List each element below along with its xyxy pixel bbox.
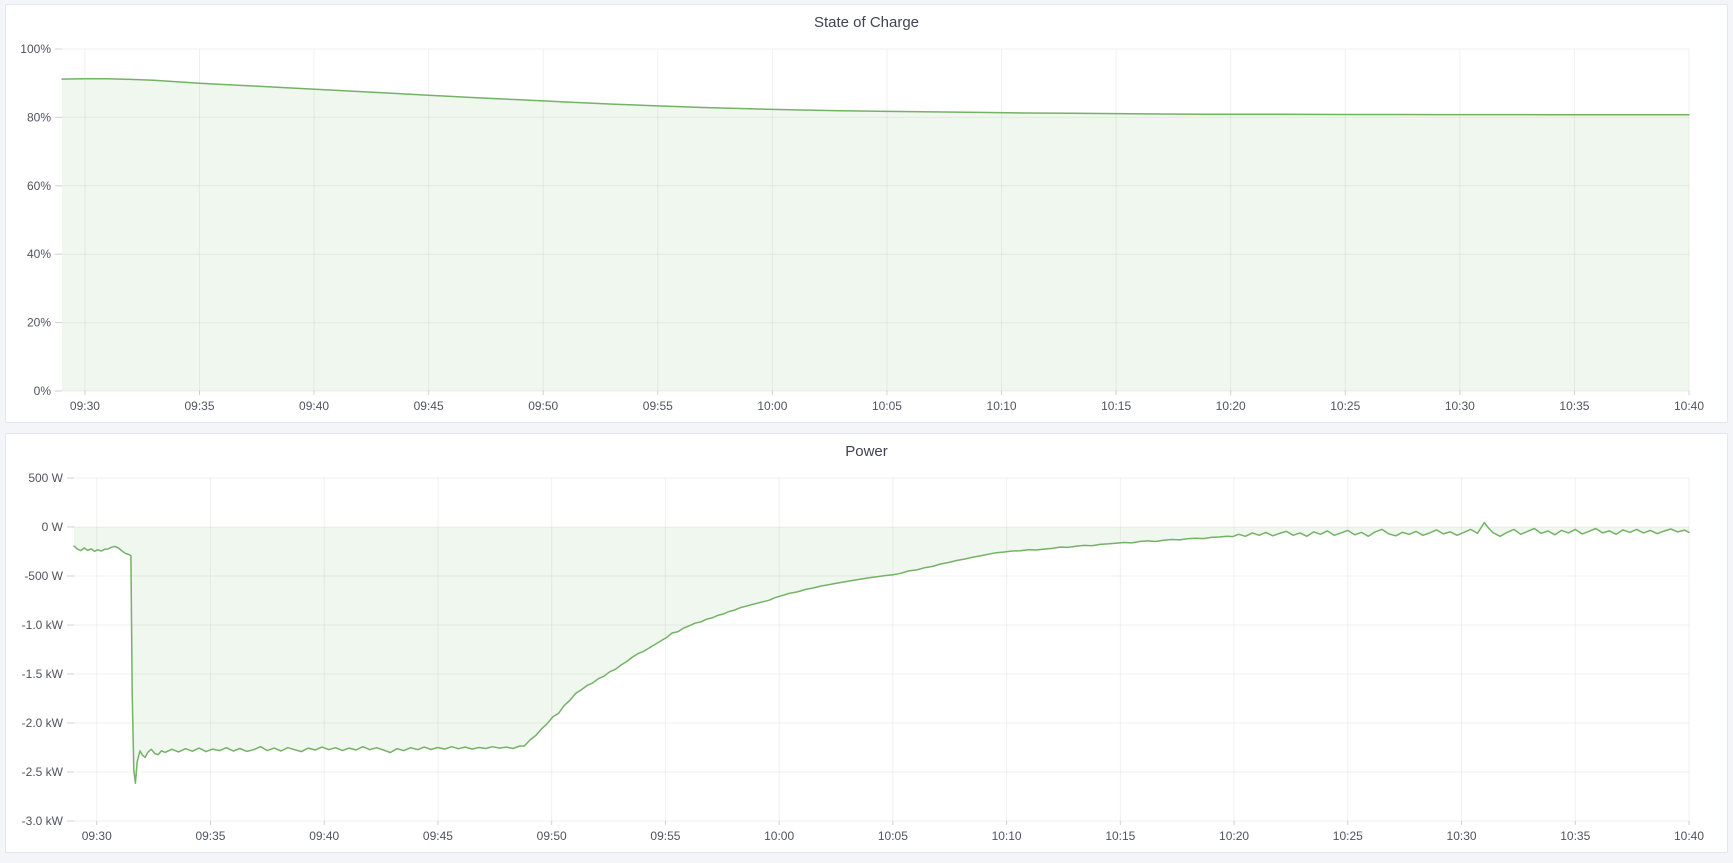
svg-text:-1.5 kW: -1.5 kW	[22, 667, 64, 681]
svg-text:09:40: 09:40	[309, 829, 339, 843]
svg-text:80%: 80%	[27, 110, 51, 124]
panel-header-state-of-charge[interactable]: State of Charge	[6, 5, 1727, 39]
svg-text:0 W: 0 W	[42, 520, 64, 534]
svg-text:10:35: 10:35	[1559, 399, 1589, 413]
svg-text:10:30: 10:30	[1447, 829, 1477, 843]
svg-text:20%: 20%	[27, 316, 51, 330]
svg-text:10:15: 10:15	[1105, 829, 1135, 843]
svg-text:500 W: 500 W	[28, 471, 63, 485]
svg-text:40%: 40%	[27, 247, 51, 261]
svg-text:60%: 60%	[27, 179, 51, 193]
svg-text:10:05: 10:05	[872, 399, 902, 413]
svg-text:09:30: 09:30	[82, 829, 112, 843]
svg-text:09:45: 09:45	[414, 399, 444, 413]
svg-text:10:25: 10:25	[1333, 829, 1363, 843]
svg-text:10:40: 10:40	[1674, 829, 1704, 843]
svg-text:09:40: 09:40	[299, 399, 329, 413]
svg-text:09:55: 09:55	[643, 399, 673, 413]
state-of-charge-plot[interactable]: 0% 20% 40% 60% 80% 100% 09:30 09:35 09:40 09:45 09…	[6, 39, 1727, 422]
svg-text:10:15: 10:15	[1101, 399, 1131, 413]
panel-state-of-charge: State of Charge 0% 20% 40% 60% 80% 100% 09:30 0…	[5, 4, 1728, 423]
power-chart[interactable]: 500 W 0 W -500 W -1.0 kW -1.5 kW -2.0 kW -2.5 …	[6, 468, 1727, 852]
svg-text:09:30: 09:30	[70, 399, 100, 413]
svg-text:0%: 0%	[34, 384, 52, 398]
svg-text:09:35: 09:35	[184, 399, 214, 413]
svg-text:10:30: 10:30	[1445, 399, 1475, 413]
svg-text:10:20: 10:20	[1219, 829, 1249, 843]
svg-text:10:05: 10:05	[878, 829, 908, 843]
svg-text:10:40: 10:40	[1674, 399, 1704, 413]
power-plot[interactable]: 500 W 0 W -500 W -1.0 kW -1.5 kW -2.0 kW -2.5 …	[6, 468, 1727, 852]
svg-text:10:10: 10:10	[992, 829, 1022, 843]
svg-text:09:50: 09:50	[537, 829, 567, 843]
svg-text:09:55: 09:55	[650, 829, 680, 843]
svg-text:-1.0 kW: -1.0 kW	[22, 618, 64, 632]
svg-text:-2.0 kW: -2.0 kW	[22, 716, 64, 730]
svg-text:10:00: 10:00	[764, 829, 794, 843]
svg-text:09:50: 09:50	[528, 399, 558, 413]
panel-header-power[interactable]: Power	[6, 434, 1727, 468]
panel-power: Power 500 W 0 W -500 W -1.0 kW -1.5 kW -2.0 k…	[5, 433, 1728, 853]
svg-text:-2.5 kW: -2.5 kW	[22, 765, 64, 779]
svg-text:-500 W: -500 W	[24, 569, 63, 583]
svg-text:10:25: 10:25	[1330, 399, 1360, 413]
svg-text:09:35: 09:35	[195, 829, 225, 843]
svg-text:10:35: 10:35	[1560, 829, 1590, 843]
svg-text:10:10: 10:10	[987, 399, 1017, 413]
svg-text:10:00: 10:00	[757, 399, 787, 413]
svg-text:-3.0 kW: -3.0 kW	[22, 814, 64, 828]
panel-title-state-of-charge[interactable]: State of Charge	[813, 13, 920, 31]
panel-title-power[interactable]: Power	[845, 442, 888, 460]
svg-text:100%: 100%	[20, 42, 51, 56]
svg-text:09:45: 09:45	[423, 829, 453, 843]
svg-text:10:20: 10:20	[1216, 399, 1246, 413]
state-of-charge-chart[interactable]: 0% 20% 40% 60% 80% 100% 09:30 09:35 09:40 09:45 09…	[6, 39, 1727, 422]
